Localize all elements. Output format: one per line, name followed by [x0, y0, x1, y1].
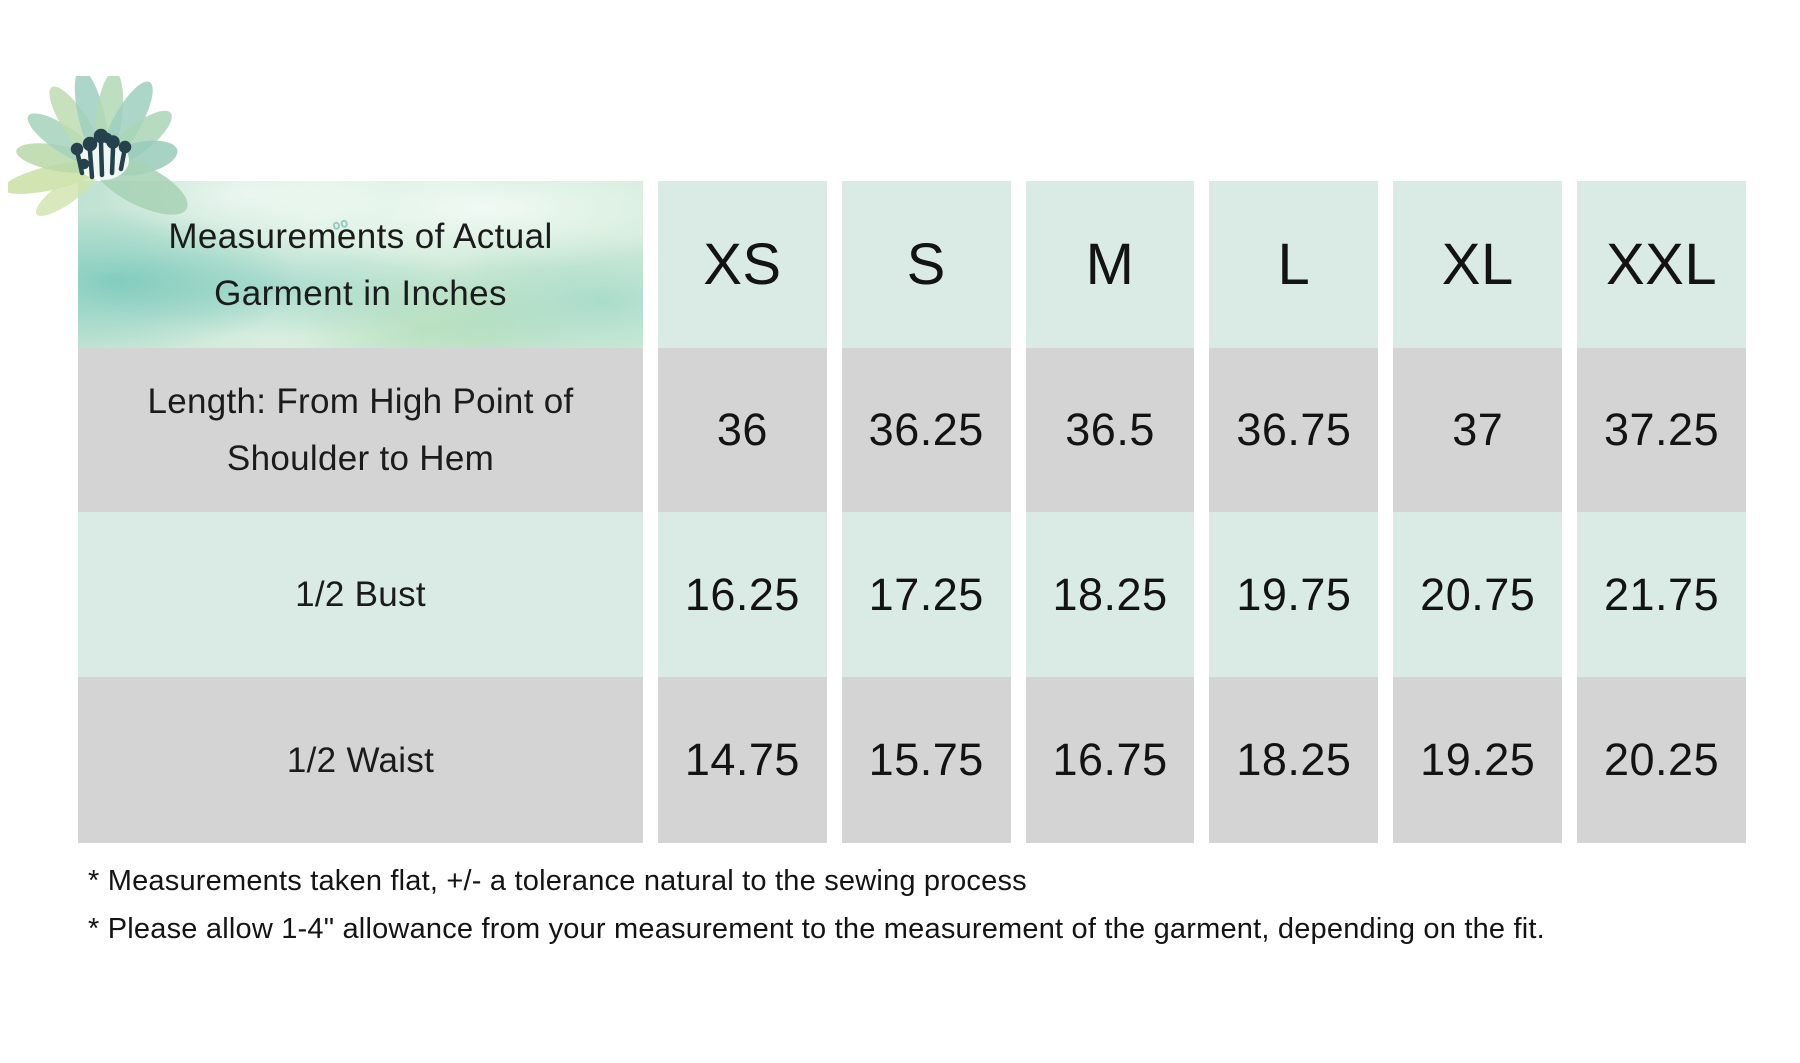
value-bust-m: 18.25	[1025, 512, 1195, 677]
size-column-header-xs: XS	[658, 181, 827, 348]
size-chart-table: Measurements of Actual Garment in Inches…	[78, 181, 1746, 843]
size-column-header-l: L	[1209, 181, 1379, 348]
value-length-xxl: 37.25	[1577, 348, 1746, 512]
watercolor-flower-icon	[8, 76, 188, 216]
row-label-length-line-1: Length: From High Point of	[147, 382, 574, 421]
value-waist-l: 18.25	[1209, 677, 1379, 843]
footnote-tolerance: * Measurements taken flat, +/- a toleran…	[88, 865, 1027, 897]
value-length-m: 36.5	[1025, 348, 1195, 512]
value-bust-xxl: 21.75	[1577, 512, 1746, 677]
value-bust-xl: 20.75	[1393, 512, 1563, 677]
value-waist-xs: 14.75	[658, 677, 827, 843]
value-bust-xs: 16.25	[658, 512, 827, 677]
row-label-half-waist: 1/2 Waist	[78, 677, 643, 843]
value-waist-xxl: 20.25	[1577, 677, 1746, 843]
value-waist-s: 15.75	[841, 677, 1011, 843]
size-column-header-m: M	[1025, 181, 1195, 348]
table-title-line-1: Measurements of Actual	[168, 216, 553, 256]
value-waist-m: 16.75	[1025, 677, 1195, 843]
value-length-l: 36.75	[1209, 348, 1379, 512]
size-column-header-xl: XL	[1393, 181, 1563, 348]
size-column-header-xxl: XXL	[1577, 181, 1746, 348]
value-waist-xl: 19.25	[1393, 677, 1563, 843]
footnotes: * Measurements taken flat, +/- a toleran…	[88, 857, 1545, 953]
table-title-line-2: Garment in Inches	[214, 273, 507, 313]
footnote-allowance: * Please allow 1-4" allowance from your …	[88, 913, 1545, 945]
size-column-header-s: S	[841, 181, 1011, 348]
row-label-length: Length: From High Point of Shoulder to H…	[78, 348, 643, 512]
value-length-s: 36.25	[841, 348, 1011, 512]
value-bust-s: 17.25	[841, 512, 1011, 677]
value-length-xl: 37	[1393, 348, 1563, 512]
row-label-length-line-2: Shoulder to Hem	[226, 439, 495, 478]
value-bust-l: 19.75	[1209, 512, 1379, 677]
value-length-xs: 36	[658, 348, 827, 512]
row-label-half-bust: 1/2 Bust	[78, 512, 643, 677]
